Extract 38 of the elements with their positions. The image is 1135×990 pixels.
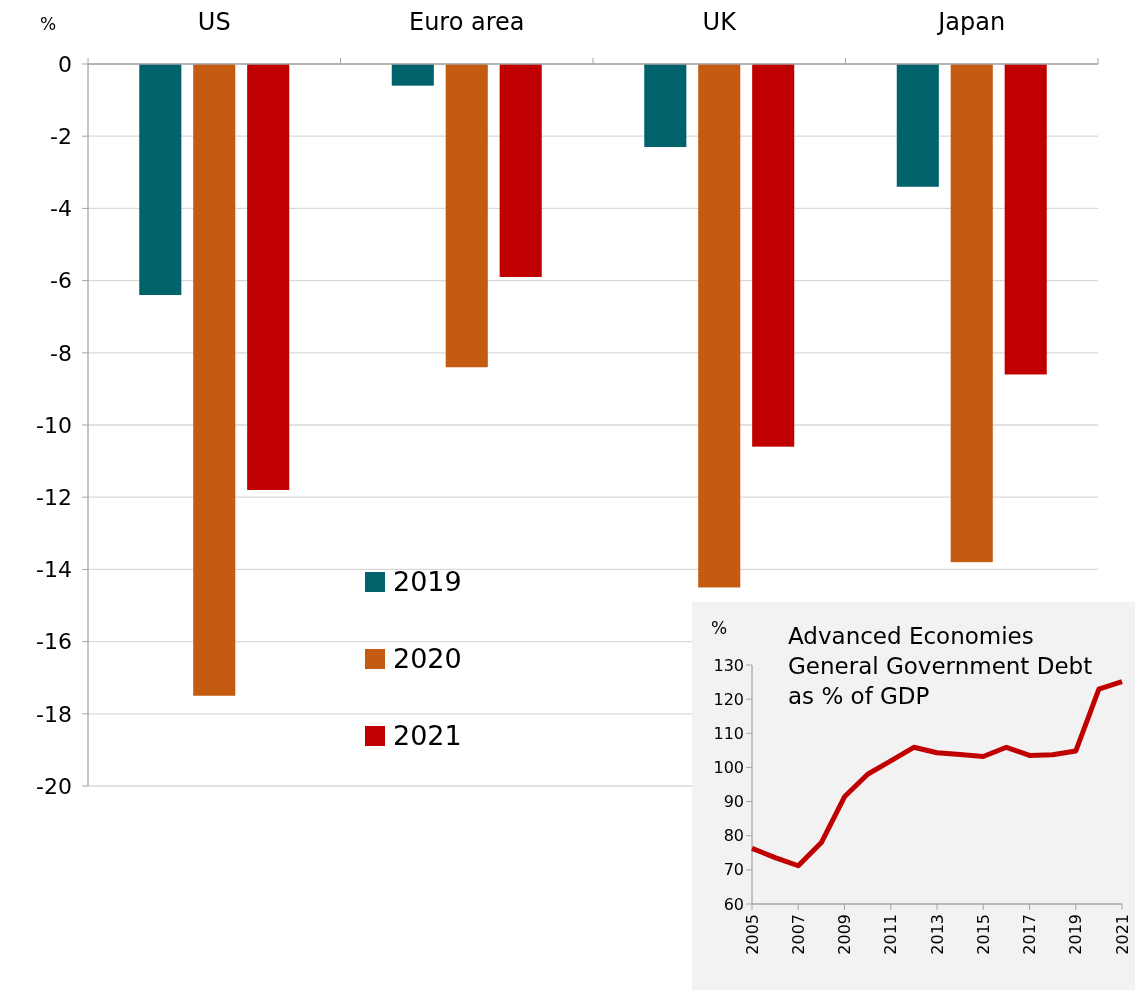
y-tick-label: -16 [36,629,72,655]
y-tick-label: 130 [713,655,744,675]
y-tick-label: -6 [50,268,72,294]
x-tick-label: 2007 [788,914,808,955]
y-tick-label: -20 [36,773,72,799]
y-tick-label: -12 [36,484,72,510]
y-tick-label: 60 [723,894,744,914]
x-tick-label: 2011 [881,914,901,955]
y-axis-title: % [39,14,57,34]
x-tick-label: 2021 [1112,914,1132,955]
y-axis-title: % [710,618,728,638]
y-tick-label: 100 [713,758,744,778]
legend-label: 2019 [393,566,462,598]
legend-label: 2020 [393,643,462,675]
x-tick-label: UK [702,8,738,36]
y-tick-label: 0 [58,51,72,77]
y-tick-label: 80 [723,826,744,846]
y-tick-label: -8 [50,340,72,366]
legend-label: 2021 [393,720,462,752]
y-tick-label: -14 [36,557,72,583]
y-tick-label: -2 [50,123,72,149]
y-tick-label: -10 [36,412,72,438]
y-tick-label: 110 [713,723,744,743]
x-tick-label: 2013 [927,914,947,955]
x-tick-label: 2009 [835,914,855,955]
x-tick-label: Euro area [408,8,525,36]
chart-title: Advanced Economies General Government Debt as % of GDP [788,623,1093,709]
x-tick-label: 2019 [1066,914,1086,955]
x-tick-label: 2015 [973,914,993,955]
y-tick-label: -4 [50,196,72,222]
y-tick-label: 120 [713,689,744,709]
y-tick-label: -18 [36,701,72,727]
x-tick-label: 2005 [742,914,762,955]
x-tick-label: 2017 [1020,914,1040,955]
x-tick-label: US [197,8,231,36]
y-tick-label: 90 [723,792,744,812]
x-tick-label: Japan [936,8,1006,36]
y-tick-label: 70 [723,860,744,880]
